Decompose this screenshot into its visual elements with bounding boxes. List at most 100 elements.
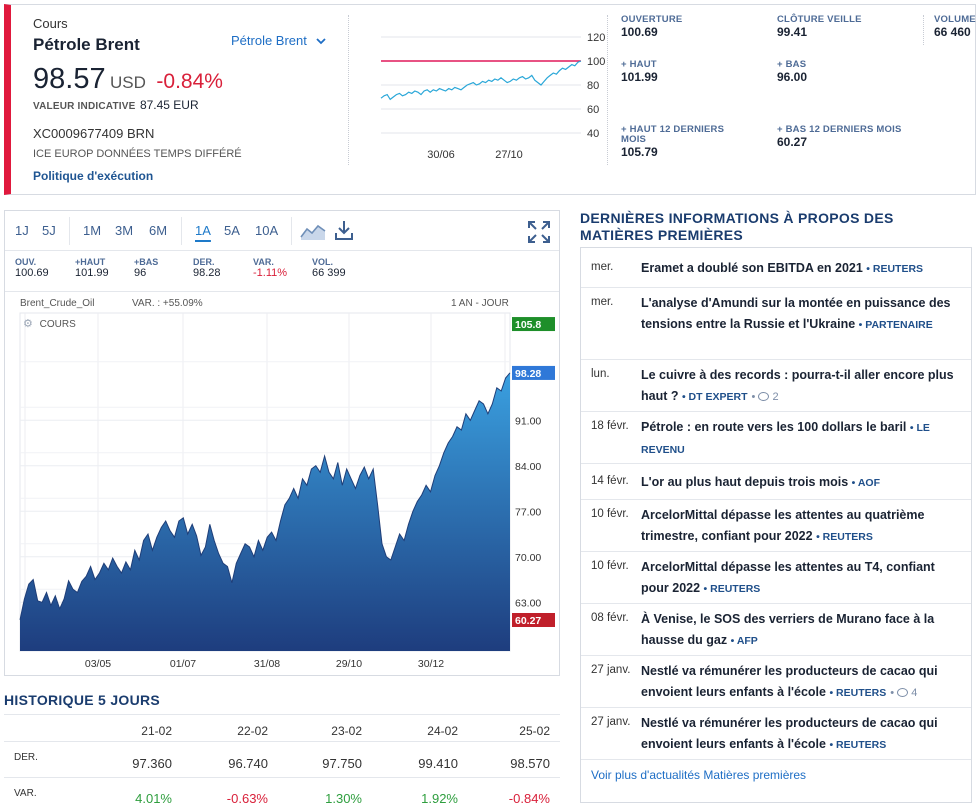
news-item[interactable]: 14 févr. L'or au plus haut depuis trois m… — [581, 464, 971, 500]
indicative-amount: 87.45 EUR — [139, 98, 199, 112]
news-source: • REUTERS — [866, 262, 924, 275]
price-area-chart: 91.00 84.00 77.00 70.00 63.00 03/05 01/07 31/08… — [19, 312, 555, 670]
chevron-down-icon — [315, 38, 326, 45]
news-item[interactable]: 10 févr. ArcelorMittal dépasse les attent… — [581, 500, 971, 552]
history-row-label: DER. — [14, 752, 38, 763]
stat-value: 66 460 — [934, 25, 971, 39]
news-item[interactable]: mer. L'analyse d'Amundi sur la montée en … — [581, 288, 971, 360]
summary-value: 66 399 — [312, 267, 346, 279]
news-headline[interactable]: Nestlé va rémunérer les producteurs de c… — [641, 661, 963, 704]
news-headline[interactable]: L'analyse d'Amundi sur la montée en puis… — [641, 293, 963, 336]
instrument-selector-label: Pétrole Brent — [231, 33, 307, 48]
period-1m[interactable]: 1M — [83, 223, 102, 238]
news-headline-text: Nestlé va rémunérer les producteurs de c… — [641, 664, 938, 699]
news-date: 18 févr. — [591, 420, 629, 432]
news-source: • REUTERS — [703, 583, 761, 595]
divider — [291, 217, 292, 245]
news-list: mer. Eramet a doublé son EBITDA en 2021 •… — [580, 247, 972, 803]
period-1j[interactable]: 1J — [15, 223, 29, 238]
y-tick-label: 84.00 — [515, 461, 541, 473]
news-item[interactable]: mer. Eramet a doublé son EBITDA en 2021 •… — [581, 248, 971, 288]
divider — [607, 15, 608, 165]
period-10a[interactable]: 10A — [255, 223, 279, 238]
chart-type-icon[interactable] — [300, 221, 326, 241]
news-headline-text: Le cuivre à des records : pourra-t-il al… — [641, 368, 954, 403]
summary-last: DER. 98.28 — [193, 257, 221, 279]
history-row-var: VAR. 4.01% -0.63% 1.30% 1.92% -0.84% — [4, 778, 560, 808]
news-headline[interactable]: Pétrole : en route vers les 100 dollars … — [641, 417, 963, 461]
news-item[interactable]: 27 janv. Nestlé va rémunérer les producte… — [581, 708, 971, 760]
news-item[interactable]: 08 févr. À Venise, le SOS des verriers de… — [581, 604, 971, 656]
news-date: mer. — [591, 296, 614, 308]
high-tag-bg — [512, 317, 555, 332]
stat-volume: VOLUME 66 460 — [923, 15, 976, 45]
news-item[interactable]: lun. Le cuivre à des records : pourra-t-i… — [581, 360, 971, 412]
fullscreen-icon[interactable] — [527, 220, 551, 244]
download-icon[interactable] — [333, 219, 355, 241]
x-tick-label: 29/10 — [336, 658, 362, 670]
news-item[interactable]: 27 janv. Nestlé va rémunérer les producte… — [581, 656, 971, 708]
more-news-link[interactable]: Voir plus d'actualités Matières première… — [591, 768, 807, 782]
stat-label: CLÔTURE VEILLE — [777, 14, 862, 25]
period-6m[interactable]: 6M — [149, 223, 168, 238]
news-date: 08 févr. — [591, 612, 629, 624]
summary-open: OUV. 100.69 — [15, 257, 49, 279]
stat-high-12m: + HAUT 12 DERNIERS MOIS 105.79 — [621, 125, 741, 160]
last-price: 98.57 — [33, 63, 106, 95]
divider — [69, 217, 70, 245]
news-source: • PARTENAIRE — [858, 319, 933, 331]
news-headline-text: Eramet a doublé son EBITDA en 2021 — [641, 260, 867, 275]
history-row-last: DER. 97.360 96.740 97.750 99.410 98.570 — [4, 742, 560, 778]
news-item[interactable]: 18 févr. Pétrole : en route vers les 100 … — [581, 412, 971, 464]
period-3m[interactable]: 3M — [115, 223, 134, 238]
news-headline[interactable]: ArcelorMittal dépasse les attentes au T4… — [641, 557, 963, 600]
news-headline[interactable]: L'or au plus haut depuis trois mois • AO… — [641, 472, 963, 494]
comment-icon — [897, 688, 909, 697]
summary-low: +BAS 96 — [134, 257, 158, 279]
history-title: HISTORIQUE 5 JOURS — [4, 692, 161, 708]
history-date: 25-02 — [519, 724, 550, 738]
chart-range: 1 AN - JOUR — [451, 298, 509, 309]
period-5a[interactable]: 5A — [224, 223, 240, 238]
history-value: 99.410 — [418, 756, 458, 771]
news-date: 27 janv. — [591, 716, 631, 728]
news-headline[interactable]: Nestlé va rémunérer les producteurs de c… — [641, 713, 963, 756]
history-header-row: 21-02 22-02 23-02 24-02 25-02 — [4, 714, 560, 742]
stat-value: 96.00 — [777, 70, 808, 84]
news-headline[interactable]: Le cuivre à des records : pourra-t-il al… — [641, 365, 963, 408]
summary-value: -1.11% — [253, 267, 288, 279]
history-variation: -0.63% — [226, 791, 268, 806]
mini-price-chart: 120 100 80 60 40 30/06 27/10 — [380, 32, 605, 161]
high-tag: 105.8 — [515, 319, 541, 331]
mini-x-tick: 27/10 — [495, 149, 523, 161]
period-5j[interactable]: 5J — [42, 223, 56, 238]
news-headline[interactable]: Eramet a doublé son EBITDA en 2021 • REU… — [641, 258, 963, 280]
news-date: mer. — [591, 260, 614, 273]
low-tag: 60.27 — [515, 615, 541, 627]
news-source: • AOF — [851, 476, 881, 489]
price-currency: USD — [110, 73, 146, 92]
history-value: 97.360 — [132, 756, 172, 771]
summary-high: +HAUT 101.99 — [75, 257, 109, 279]
period-1a[interactable]: 1A — [195, 223, 211, 238]
summary-label: OUV. — [15, 257, 37, 267]
chart-variation: VAR. : +55.09% — [132, 298, 203, 309]
summary-value: 101.99 — [75, 267, 109, 279]
stat-label: VOLUME — [934, 14, 976, 25]
history-value: 96.740 — [228, 756, 268, 771]
price-area — [20, 372, 510, 651]
news-item[interactable]: 10 févr. ArcelorMittal dépasse les attent… — [581, 552, 971, 604]
history-date: 24-02 — [427, 724, 458, 738]
price-variation: -0.84% — [156, 70, 223, 93]
news-headline[interactable]: ArcelorMittal dépasse les attentes au qu… — [641, 505, 963, 548]
mini-y-tick: 80 — [587, 80, 599, 92]
news-date: 27 janv. — [591, 664, 631, 676]
instrument-selector[interactable]: Pétrole Brent — [231, 33, 326, 48]
history-date: 21-02 — [141, 724, 172, 738]
news-headline-text: ArcelorMittal dépasse les attentes au T4… — [641, 560, 935, 595]
market-info: ICE EUROP DONNÉES TEMPS DIFFÉRÉ — [33, 148, 242, 160]
news-source: • REUTERS — [829, 739, 887, 751]
execution-policy-link[interactable]: Politique d'exécution — [33, 169, 154, 183]
news-headline[interactable]: À Venise, le SOS des verriers de Murano … — [641, 609, 963, 652]
stat-high: + HAUT 101.99 — [621, 60, 658, 85]
